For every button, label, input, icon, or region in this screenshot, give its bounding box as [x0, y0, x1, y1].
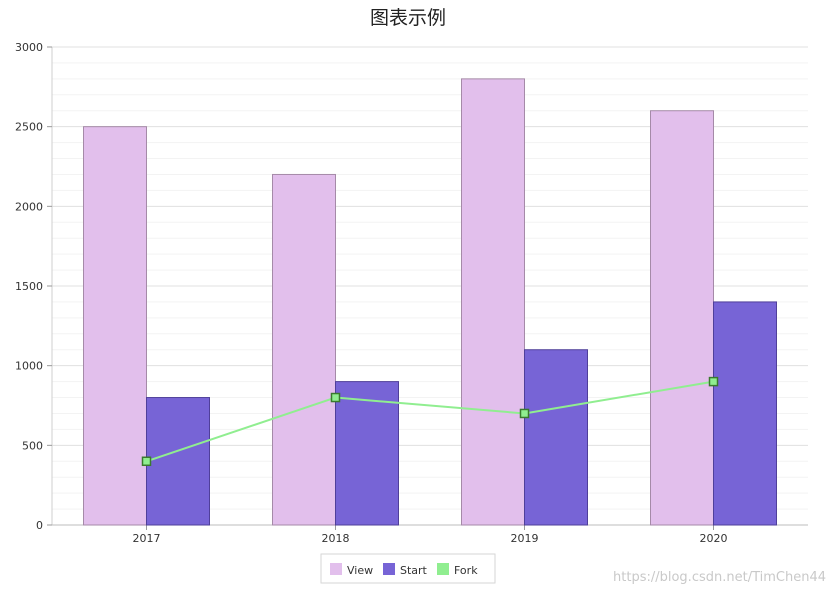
x-axis: 2017 2018 2019 2020: [133, 525, 728, 545]
bar-view-2018: [272, 173, 336, 526]
bar-view-2019: [461, 78, 525, 526]
x-tick-label: 2020: [700, 532, 728, 545]
legend-label-fork: Fork: [454, 564, 478, 577]
legend-swatch-view: [330, 563, 342, 575]
x-tick-label: 2019: [511, 532, 539, 545]
y-tick-label: 1000: [15, 360, 43, 373]
bar-view-2017: [83, 126, 147, 526]
fork-line-layer: [141, 376, 719, 467]
bars: [83, 78, 777, 526]
bar-start-2017: [146, 397, 210, 526]
legend-swatch-start: [383, 563, 395, 575]
bar-view-2020: [650, 110, 714, 526]
point-fork-2019: [519, 408, 530, 419]
y-tick-label: 2500: [15, 121, 43, 134]
y-tick-label: 0: [36, 519, 43, 532]
point-fork-2018: [330, 392, 341, 403]
watermark: https://blog.csdn.net/TimChen44: [613, 570, 826, 585]
legend: View Start Fork: [320, 553, 496, 584]
line-fork: [146, 380, 714, 463]
y-tick-label: 1500: [15, 280, 43, 293]
legend-label-start: Start: [400, 564, 428, 577]
chart-title: 图表示例: [370, 7, 446, 29]
legend-swatch-fork: [437, 563, 449, 575]
point-fork-2020: [708, 376, 719, 387]
bar-start-2018: [335, 381, 399, 526]
legend-box: [320, 553, 496, 584]
x-tick-label: 2017: [133, 532, 161, 545]
bar-start-2019: [524, 349, 588, 526]
y-tick-label: 2000: [15, 200, 43, 213]
y-axis: 0 500 1000 1500 2000 2500 3000: [15, 41, 52, 532]
legend-label-view: View: [347, 564, 373, 577]
bar-start-2020: [713, 301, 777, 526]
x-tick-label: 2018: [322, 532, 350, 545]
y-tick-label: 3000: [15, 41, 43, 54]
point-fork-2017: [141, 456, 152, 467]
y-tick-label: 500: [22, 439, 43, 452]
